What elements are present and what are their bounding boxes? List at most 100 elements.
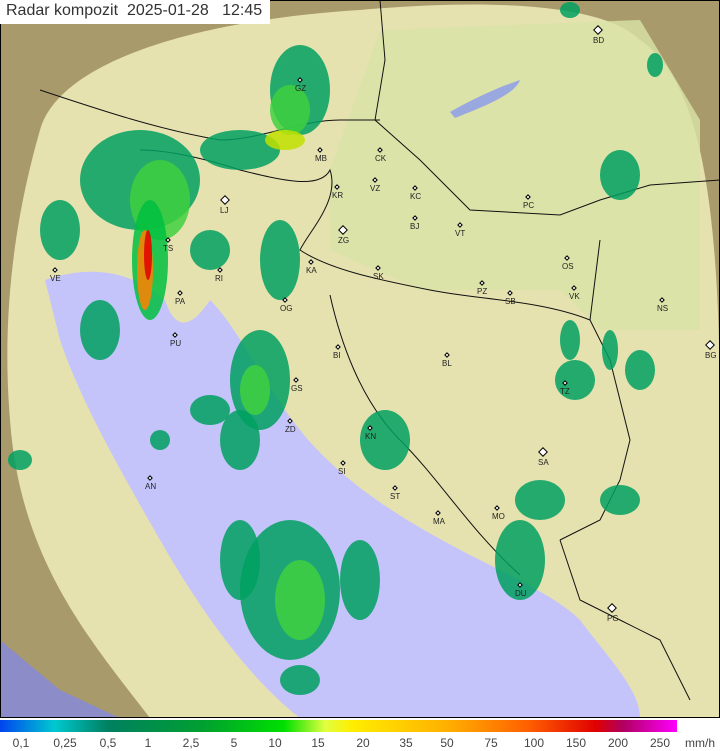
- city-label: MA: [433, 517, 446, 526]
- rain-cell: [625, 350, 655, 390]
- legend-tick: 150: [565, 736, 587, 750]
- city-label: PG: [607, 614, 619, 623]
- city-label: SA: [538, 458, 549, 467]
- city-label: TZ: [560, 387, 570, 396]
- rain-cell: [600, 485, 640, 515]
- city-marker-icon: [571, 285, 577, 291]
- city-marker-icon: [177, 290, 183, 296]
- rain-cell: [340, 540, 380, 620]
- city-marker-icon: [412, 185, 418, 191]
- city-label: KA: [306, 266, 317, 275]
- city-marker-icon: [562, 380, 568, 386]
- legend-tick: 0,25: [53, 736, 77, 750]
- legend-tick: 10: [268, 736, 282, 750]
- city-marker-icon: [308, 259, 314, 265]
- city-label: AN: [145, 482, 156, 491]
- city-label: SK: [373, 272, 384, 281]
- rain-cell: [144, 230, 152, 280]
- rain-cell: [360, 410, 410, 470]
- rain-cell: [190, 395, 230, 425]
- city-marker-icon: [517, 582, 523, 588]
- legend-tick: 5: [230, 736, 238, 750]
- city-label: VK: [569, 292, 580, 301]
- legend-tick: 75: [484, 736, 498, 750]
- lake-balaton: [450, 80, 520, 118]
- rain-cell: [270, 85, 310, 135]
- city-label: KN: [365, 432, 376, 441]
- city-marker-icon: [525, 194, 531, 200]
- city-label: NS: [657, 304, 668, 313]
- borders: [39, 0, 720, 701]
- rain-cell: [602, 330, 618, 370]
- city-label: BL: [442, 359, 452, 368]
- city-marker-icon: [334, 184, 340, 190]
- title-date: 2025-01-28: [126, 2, 209, 19]
- city-label: MO: [492, 512, 505, 521]
- city-marker-icon: [457, 222, 463, 228]
- city-marker-icon: [52, 267, 58, 273]
- city-marker-icon: [494, 505, 500, 511]
- legend-tick: 1: [144, 736, 152, 750]
- rain-cell: [265, 130, 305, 150]
- city-label: ZD: [285, 425, 296, 434]
- rain-cell: [200, 130, 280, 170]
- adriatic-sea: [45, 271, 640, 718]
- rain-cell: [647, 53, 663, 77]
- city-marker-icon: [392, 485, 398, 491]
- city-label: VZ: [370, 184, 380, 193]
- city-marker-icon: [372, 177, 378, 183]
- city-label: VT: [455, 229, 465, 238]
- legend-tick: 250: [649, 736, 671, 750]
- city-marker-icon: [282, 297, 288, 303]
- city-marker-icon: [297, 77, 303, 83]
- city-marker-icon: [293, 377, 299, 383]
- city-marker-icon: [479, 280, 485, 286]
- city-label: SB: [505, 297, 516, 306]
- rain-cell: [80, 300, 120, 360]
- city-marker-icon: [367, 425, 373, 431]
- city-label: GZ: [295, 84, 306, 93]
- rain-cell: [40, 200, 80, 260]
- city-label: KR: [332, 191, 343, 200]
- city-label: DU: [515, 589, 527, 598]
- city-marker-icon: [375, 265, 381, 271]
- sea-outside-coverage: [0, 640, 120, 718]
- city-marker-icon: [147, 475, 153, 481]
- title-label: Radar kompozit: [6, 2, 119, 19]
- legend-tick: 100: [523, 736, 545, 750]
- rain-cell: [8, 450, 32, 470]
- legend-tick: 20: [356, 736, 370, 750]
- city-marker-icon: [317, 147, 323, 153]
- city-marker-icon: [659, 297, 665, 303]
- capital-marker-icon: [705, 340, 715, 350]
- city-marker-icon: [217, 267, 223, 273]
- city-label: BG: [705, 351, 717, 360]
- rain-cell: [600, 150, 640, 200]
- city-marker-icon: [564, 255, 570, 261]
- rain-cell: [240, 365, 270, 415]
- capital-marker-icon: [538, 447, 548, 457]
- city-label: MB: [315, 154, 327, 163]
- rain-cell: [260, 220, 300, 300]
- city-marker-icon: [435, 510, 441, 516]
- city-label: VE: [50, 274, 61, 283]
- city-label: CK: [375, 154, 387, 163]
- pannonian-plain: [330, 20, 700, 330]
- city-label: PU: [170, 339, 181, 348]
- rain-cell: [190, 230, 230, 270]
- city-marker-icon: [507, 290, 513, 296]
- rain-cell: [555, 360, 595, 400]
- precipitation-layer: [8, 2, 663, 695]
- rain-cell: [495, 520, 545, 600]
- color-scale-bar: [0, 720, 677, 732]
- city-label: KC: [410, 192, 421, 201]
- rain-cell: [560, 320, 580, 360]
- city-label: SI: [338, 467, 346, 476]
- city-markers: BD GZ MB CK VZ KR KC LJ BJ PC VT ZG TS OS KA SK VE RI PZ SB…: [50, 25, 717, 623]
- city-marker-icon: [444, 352, 450, 358]
- city-label: GS: [291, 384, 303, 393]
- rain-cell: [560, 2, 580, 18]
- legend-unit: mm/h: [685, 736, 715, 750]
- city-label: BI: [333, 351, 341, 360]
- precipitation-legend: 0,1 0,25 0,5 1 2,5 5 10 15 20 35 50 75 100 150 200 250 m…: [0, 718, 720, 751]
